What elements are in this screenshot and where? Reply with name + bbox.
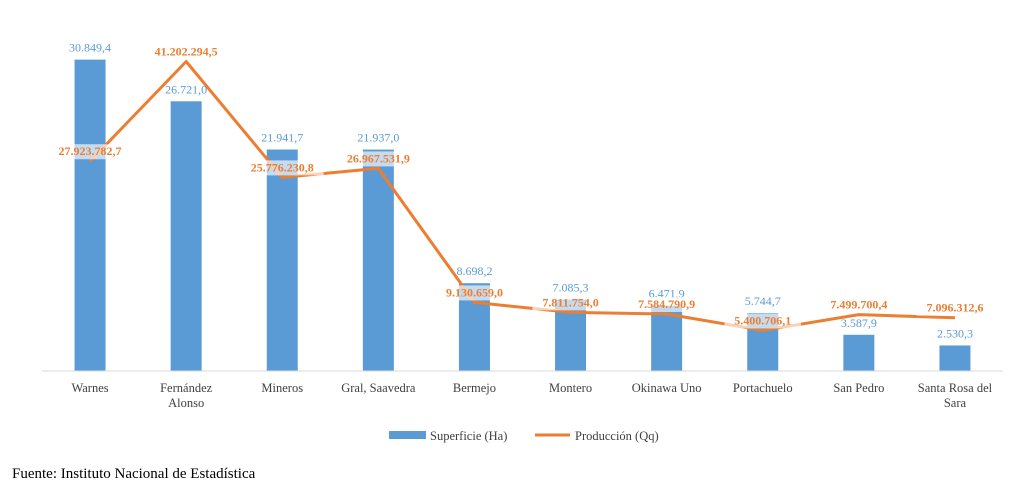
- bar-value-label: 5.744,7: [745, 294, 781, 308]
- legend-line-label: Producción (Qq): [575, 429, 659, 443]
- line-value-label: 9.130.659,0: [446, 285, 503, 299]
- bar-value-label: 30.849,4: [69, 41, 111, 55]
- bar-value-label: 2.530,3: [937, 326, 973, 340]
- line-value-label: 7.811.754,0: [542, 295, 598, 309]
- category-label: Mineros: [261, 381, 303, 395]
- line-value-label: 7.096.312,6: [926, 301, 983, 315]
- category-label: Gral, Saavedra: [341, 381, 416, 395]
- bars-layer: [74, 59, 971, 372]
- bar: [266, 149, 298, 371]
- bar-value-label: 21.941,7: [261, 131, 303, 145]
- production-line: [88, 60, 955, 332]
- category-label: Okinawa Uno: [632, 381, 702, 395]
- bar: [939, 345, 971, 371]
- line-label-bg: [916, 300, 994, 316]
- line-label-bg: [336, 151, 420, 167]
- bar: [843, 334, 875, 371]
- line-label-bg: [820, 297, 898, 313]
- source-note: Fuente: Instituto Nacional de Estadístic…: [12, 466, 256, 482]
- bar-value-label: 8.698,2: [456, 264, 492, 278]
- category-label: Santa Rosa del Sara: [918, 381, 993, 410]
- bar-value-label: 7.085,3: [553, 280, 589, 294]
- line-value-label: 27.923.782,7: [59, 144, 122, 158]
- line-labels-layer: 27.923.782,7 41.202.294,5 25.776.230,8 26.9…: [48, 44, 994, 329]
- line-value-label: 25.776.230,8: [251, 160, 314, 174]
- bar-value-label: 21.937,0: [357, 131, 399, 145]
- legend-bar-label: Superficie (Ha): [430, 429, 507, 443]
- line-value-label: 5.400.706,1: [734, 313, 791, 327]
- bar: [74, 59, 106, 372]
- legend: Superficie (Ha) Producción (Qq): [389, 429, 659, 443]
- line-value-label: 41.202.294,5: [155, 45, 218, 59]
- line-label-bg: [436, 285, 513, 301]
- category-labels-layer: Warnes Fernández Alonso Mineros Gral, Saaved…: [71, 381, 992, 410]
- line-label-bg: [48, 144, 132, 160]
- category-label: Bermejo: [453, 381, 496, 395]
- category-label: Warnes: [71, 381, 108, 395]
- category-label: San Pedro: [833, 381, 884, 395]
- line-value-label: 7.499.700,4: [830, 298, 887, 312]
- line-label-bg: [724, 313, 801, 329]
- bar: [362, 149, 394, 371]
- line-label-bg: [532, 295, 609, 311]
- bar-value-label: 26.721,0: [165, 82, 207, 96]
- category-label: Fernández Alonso: [160, 381, 213, 410]
- legend-bar-swatch: [389, 431, 426, 439]
- bar-labels-layer: 30.849,4 26.721,0 21.941,7 21.937,0 8.698,2 7…: [69, 41, 973, 341]
- category-label: Portachuelo: [733, 381, 793, 395]
- line-layer: [88, 60, 955, 332]
- bar-value-label: 3.587,9: [841, 316, 877, 330]
- category-label: Montero: [549, 381, 592, 395]
- line-label-bg: [628, 297, 705, 313]
- bar: [170, 101, 202, 371]
- line-label-bg: [240, 160, 324, 176]
- line-label-bg: [144, 44, 228, 60]
- line-value-label: 7.584.790,9: [638, 297, 695, 311]
- chart: 30.849,4 26.721,0 21.941,7 21.937,0 8.698,2 7…: [42, 41, 1003, 443]
- line-value-label: 26.967.531,9: [347, 151, 410, 165]
